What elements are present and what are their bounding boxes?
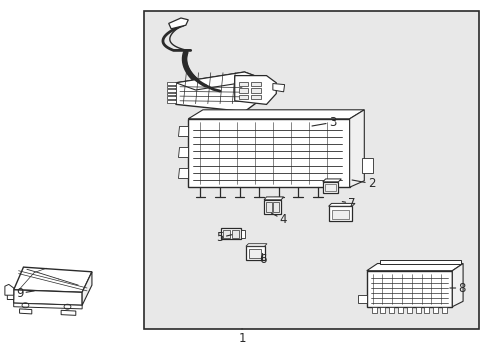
Polygon shape: [328, 203, 354, 206]
Bar: [361, 158, 372, 173]
Polygon shape: [7, 290, 14, 300]
Polygon shape: [240, 230, 245, 238]
Bar: [415, 307, 420, 313]
Bar: [251, 88, 261, 93]
Polygon shape: [5, 284, 14, 295]
Text: 3: 3: [311, 116, 336, 129]
Polygon shape: [14, 303, 82, 309]
Polygon shape: [264, 197, 283, 200]
Bar: [424, 307, 428, 313]
Bar: [167, 86, 176, 88]
Text: 5: 5: [216, 231, 231, 244]
Bar: [167, 96, 176, 99]
Polygon shape: [234, 76, 276, 104]
Bar: [388, 307, 393, 313]
Bar: [397, 307, 402, 313]
Polygon shape: [366, 271, 451, 307]
Bar: [167, 89, 176, 92]
Polygon shape: [264, 200, 281, 214]
Polygon shape: [188, 110, 364, 119]
Text: 7: 7: [342, 197, 355, 210]
Bar: [238, 82, 248, 86]
Bar: [325, 184, 335, 191]
Polygon shape: [188, 119, 349, 187]
Polygon shape: [177, 126, 188, 136]
Bar: [357, 295, 366, 303]
Bar: [265, 202, 271, 212]
Polygon shape: [177, 168, 188, 178]
Polygon shape: [349, 110, 364, 187]
Bar: [441, 307, 446, 313]
Polygon shape: [61, 310, 76, 315]
Polygon shape: [322, 179, 341, 182]
Bar: [406, 307, 411, 313]
Polygon shape: [272, 84, 284, 92]
Bar: [231, 230, 238, 238]
Bar: [167, 82, 176, 85]
Bar: [251, 95, 261, 99]
Text: 9: 9: [16, 287, 34, 300]
Bar: [380, 307, 385, 313]
Polygon shape: [379, 260, 460, 264]
Polygon shape: [245, 246, 264, 260]
Bar: [331, 210, 348, 219]
Text: 2: 2: [351, 177, 375, 190]
Bar: [273, 202, 279, 212]
Bar: [238, 88, 248, 93]
Polygon shape: [168, 18, 188, 29]
Polygon shape: [20, 309, 32, 314]
Bar: [144, 11, 478, 329]
Bar: [167, 93, 176, 95]
Bar: [251, 82, 261, 86]
Polygon shape: [328, 206, 351, 221]
Bar: [238, 95, 248, 99]
Polygon shape: [177, 147, 188, 157]
Polygon shape: [176, 72, 264, 112]
Text: 4: 4: [271, 213, 287, 226]
Polygon shape: [176, 72, 264, 90]
Polygon shape: [14, 267, 92, 292]
Bar: [432, 307, 437, 313]
Bar: [248, 249, 261, 258]
Polygon shape: [322, 182, 338, 193]
Polygon shape: [451, 264, 462, 307]
Bar: [371, 307, 376, 313]
Polygon shape: [366, 264, 462, 271]
Polygon shape: [14, 290, 82, 305]
Bar: [223, 230, 229, 238]
Text: 8: 8: [449, 282, 465, 294]
Polygon shape: [221, 228, 240, 239]
Polygon shape: [245, 244, 266, 246]
Bar: [167, 100, 176, 103]
Text: 1: 1: [238, 329, 245, 345]
Polygon shape: [82, 272, 92, 305]
Text: 6: 6: [258, 253, 266, 266]
